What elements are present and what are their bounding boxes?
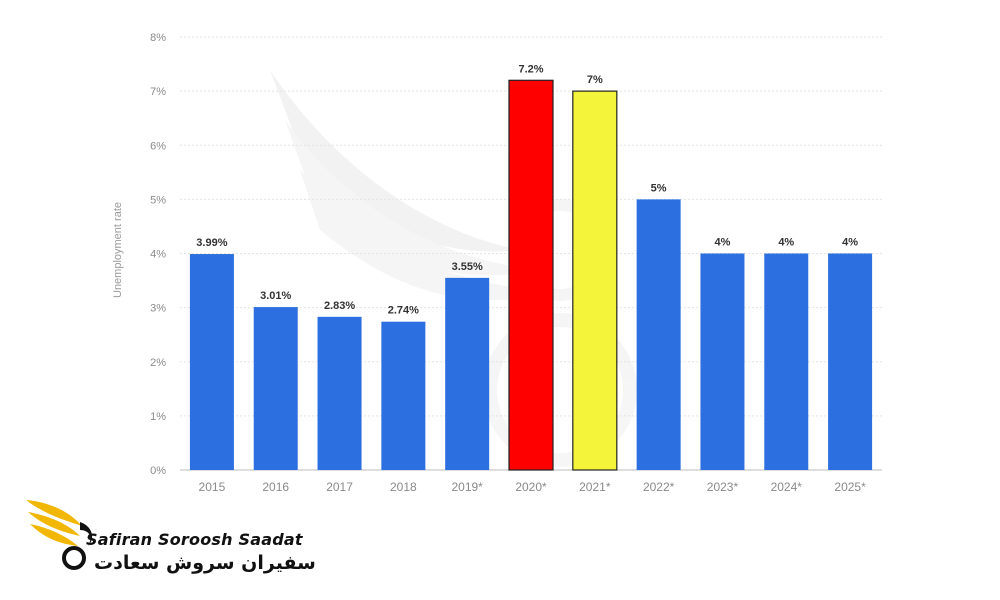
data-label: 7.2% bbox=[518, 63, 543, 75]
data-label: 5% bbox=[651, 182, 667, 194]
logo-text-persian: سفیران سروش سعادت bbox=[94, 552, 316, 574]
data-label: 3.55% bbox=[452, 261, 483, 273]
x-tick-label: 2022* bbox=[643, 480, 675, 494]
data-label: 4% bbox=[842, 237, 858, 249]
bar bbox=[764, 253, 809, 470]
x-tick-label: 2019* bbox=[451, 480, 483, 494]
data-label: 2.74% bbox=[388, 305, 419, 317]
x-tick-label: 2025* bbox=[834, 480, 866, 494]
x-tick-label: 2018 bbox=[390, 480, 417, 494]
x-tick-label: 2021* bbox=[579, 480, 611, 494]
bar bbox=[508, 79, 554, 471]
y-tick-label: 5% bbox=[150, 194, 166, 206]
bar bbox=[381, 321, 426, 470]
bar bbox=[636, 199, 681, 470]
bar bbox=[445, 277, 490, 470]
y-tick-label: 8% bbox=[150, 32, 166, 44]
y-tick-label: 2% bbox=[150, 357, 166, 369]
data-label: 4% bbox=[778, 237, 794, 249]
data-label: 3.99% bbox=[196, 237, 227, 249]
y-tick-label: 7% bbox=[150, 86, 166, 98]
bar bbox=[572, 90, 618, 471]
phoenix-logo-icon bbox=[26, 500, 93, 570]
bar bbox=[317, 316, 362, 470]
data-label: 7% bbox=[587, 74, 603, 86]
y-axis-label: Unemployment rate bbox=[112, 202, 124, 298]
y-tick-label: 1% bbox=[150, 411, 166, 423]
x-tick-label: 2016 bbox=[262, 480, 289, 494]
y-tick-label: 4% bbox=[150, 249, 166, 261]
x-tick-label: 2017 bbox=[326, 480, 353, 494]
bar bbox=[828, 253, 873, 470]
data-label: 4% bbox=[715, 237, 731, 249]
bar bbox=[253, 307, 298, 470]
watermark-wing-logo bbox=[270, 70, 637, 467]
bar bbox=[189, 254, 234, 470]
x-tick-label: 2023* bbox=[707, 480, 739, 494]
y-tick-label: 3% bbox=[150, 303, 166, 315]
y-tick-label: 6% bbox=[150, 140, 166, 152]
data-label: 2.83% bbox=[324, 300, 355, 312]
x-tick-label: 2015 bbox=[199, 480, 226, 494]
logo-text-latin: Safiran Soroosh Saadat bbox=[86, 530, 303, 549]
company-logo: Safiran Soroosh Saadat سفیران سروش سعادت bbox=[22, 492, 322, 592]
y-tick-label: 0% bbox=[150, 465, 166, 477]
x-tick-label: 2024* bbox=[771, 480, 803, 494]
x-tick-label: 2020* bbox=[515, 480, 547, 494]
bar bbox=[700, 253, 745, 470]
data-label: 3.01% bbox=[260, 290, 291, 302]
